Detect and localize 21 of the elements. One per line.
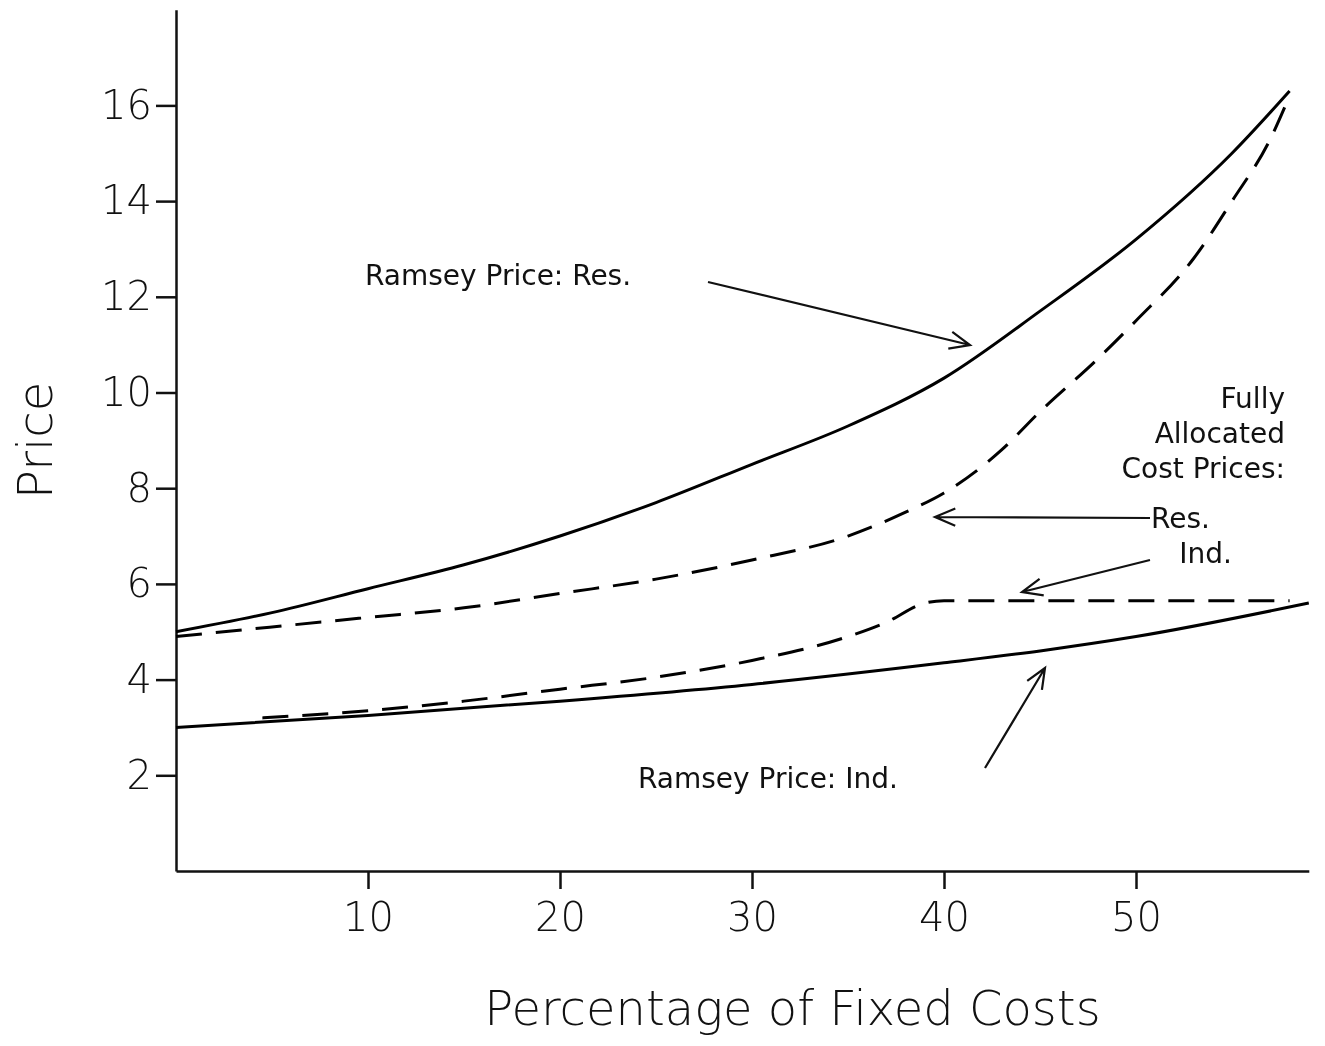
annotation: Ind.: [1179, 537, 1232, 570]
y-tick-label: 2: [126, 751, 152, 798]
x-tick-label: 30: [727, 894, 778, 941]
y-tick-label: 4: [126, 655, 152, 702]
annotation: Fully Allocated Cost Prices:: [1121, 382, 1285, 485]
annotation: Ramsey Price: Ind.: [638, 762, 898, 795]
y-tick-label: 12: [101, 273, 152, 320]
x-tick-label: 50: [1111, 894, 1162, 941]
x-tick-label: 20: [535, 894, 586, 941]
y-tick-label: 16: [101, 81, 152, 128]
x-tick-label: 10: [343, 894, 394, 941]
annotation: Res.: [1151, 502, 1210, 535]
x-tick-label: 40: [919, 894, 970, 941]
y-tick-label: 10: [101, 368, 152, 415]
y-axis-title: Price: [7, 381, 63, 499]
annotation: Ramsey Price: Res.: [365, 259, 632, 292]
y-tick-label: 8: [126, 464, 152, 511]
line-series: [174, 601, 1311, 729]
y-tick-label: 14: [101, 177, 152, 224]
x-axis-title: Percentage of Fixed Costs: [484, 980, 1101, 1036]
y-tick-label: 6: [126, 560, 152, 607]
